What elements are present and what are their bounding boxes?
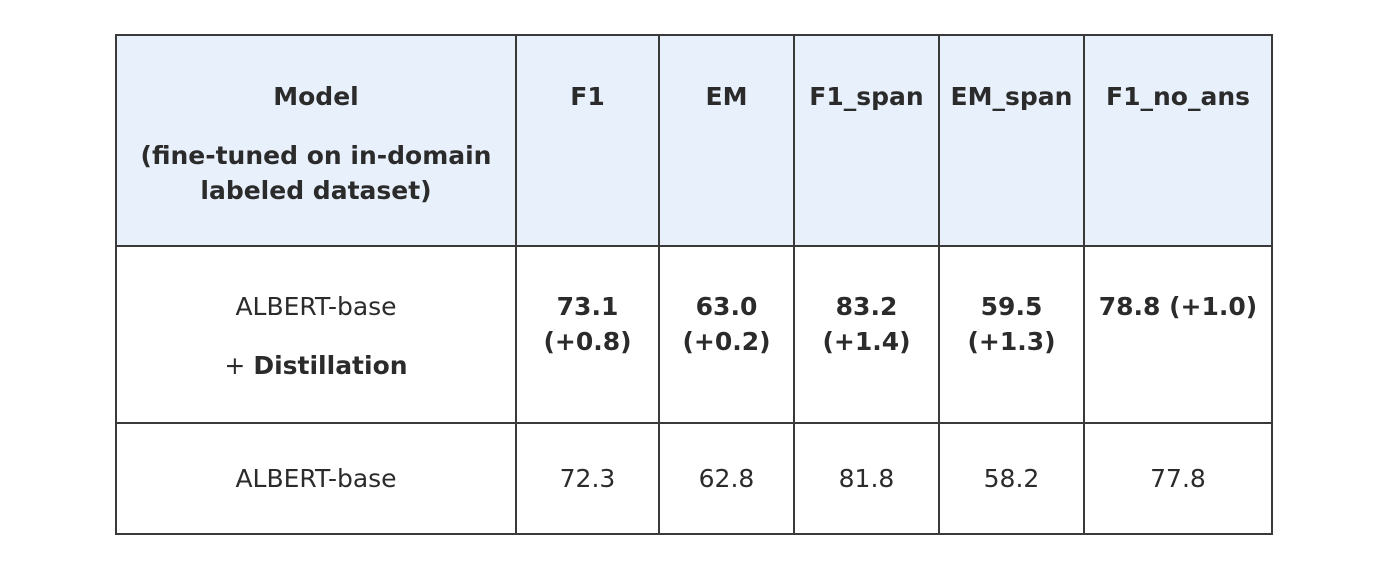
cell-f1-no-ans: 78.8 (+1.0) <box>1083 245 1273 424</box>
header-f1: F1 <box>515 34 660 247</box>
cell-f1-span: 81.8 <box>793 422 940 535</box>
cell-em-span: 58.2 <box>938 422 1085 535</box>
cell-f1: 72.3 <box>515 422 660 535</box>
table-row: ALBERT-base 72.3 62.8 81.8 58.2 77.8 <box>115 422 1273 535</box>
cell-f1: 73.1 (+0.8) <box>515 245 660 424</box>
cell-em: 63.0 (+0.2) <box>658 245 795 424</box>
cell-f1-span: 83.2 (+1.4) <box>793 245 940 424</box>
cell-f1-no-ans: 77.8 <box>1083 422 1273 535</box>
cell-em-span: 59.5 (+1.3) <box>938 245 1085 424</box>
header-model: Model (fine-tuned on in-domain labeled d… <box>115 34 517 247</box>
header-f1-no-ans: F1_no_ans <box>1083 34 1273 247</box>
table-header-row: Model (fine-tuned on in-domain labeled d… <box>115 34 1273 247</box>
header-em-span: EM_span <box>938 34 1085 247</box>
header-em: EM <box>658 34 795 247</box>
results-table: Model (fine-tuned on in-domain labeled d… <box>115 34 1273 535</box>
row-model-cell: ALBERT-base <box>115 422 517 535</box>
row-model-cell: ALBERT-base + Distillation <box>115 245 517 424</box>
table-row: ALBERT-base + Distillation 73.1 (+0.8) 6… <box>115 245 1273 424</box>
cell-em: 62.8 <box>658 422 795 535</box>
header-f1-span: F1_span <box>793 34 940 247</box>
